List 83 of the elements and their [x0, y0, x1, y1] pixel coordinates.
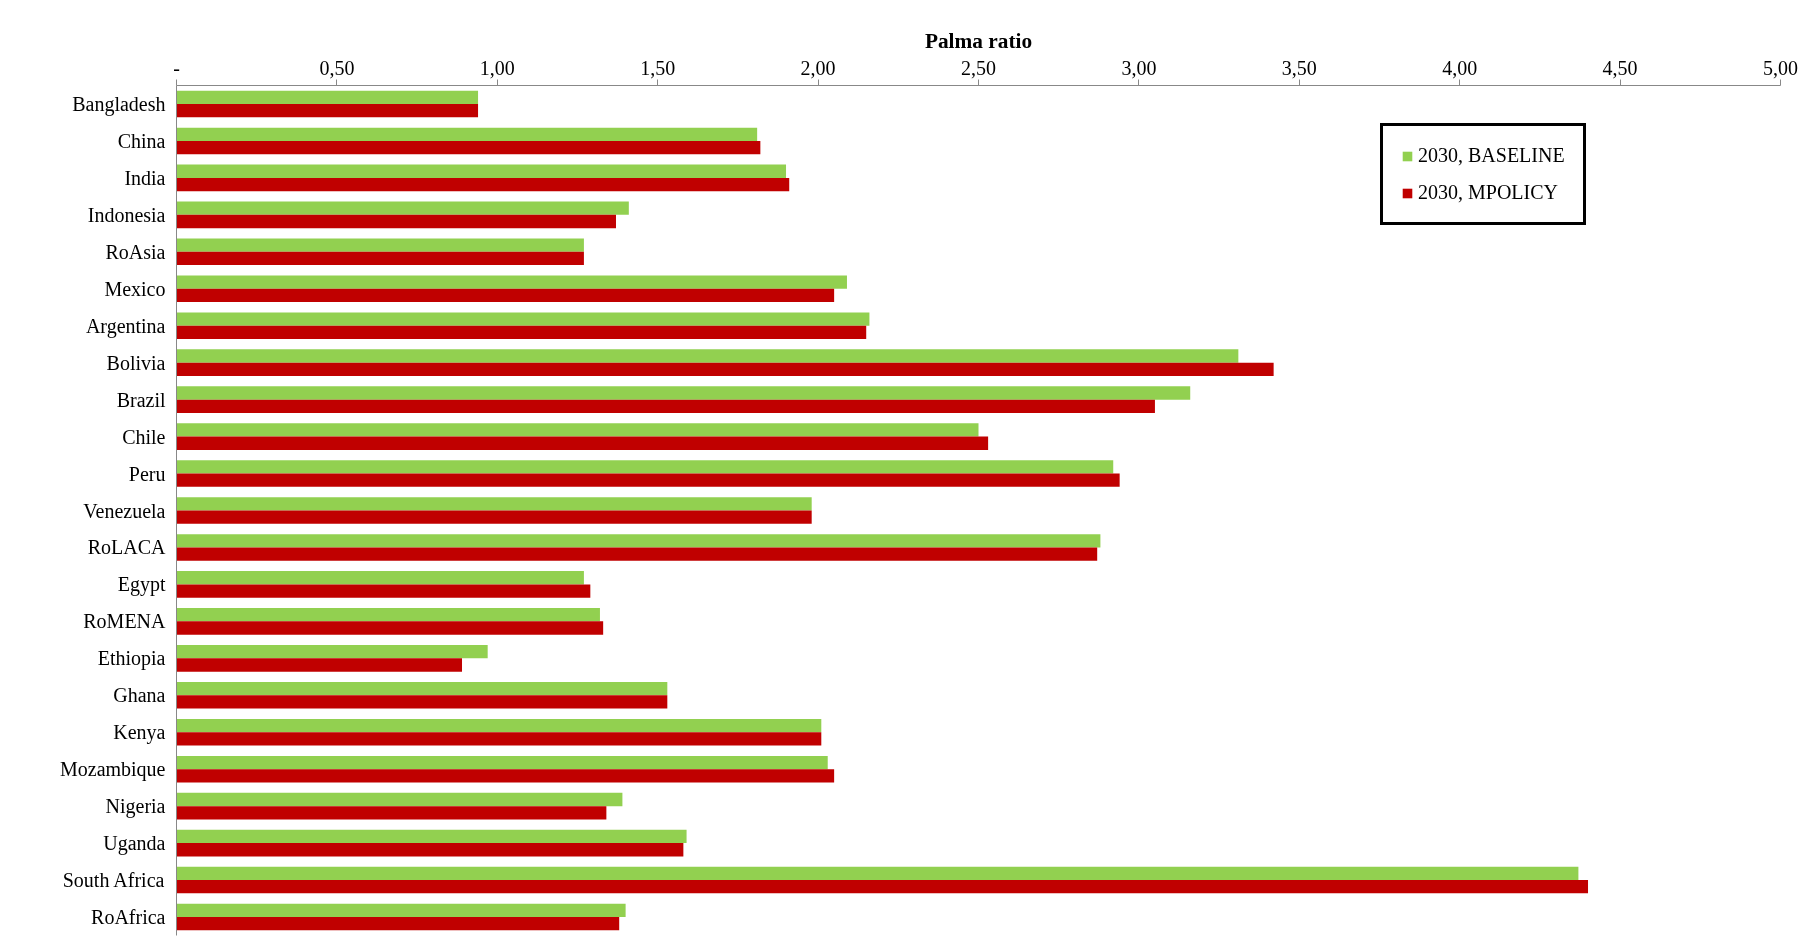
bar — [176, 399, 1155, 413]
x-tick-label: 0,50 — [319, 56, 355, 79]
y-tick-label: Indonesia — [87, 203, 166, 226]
y-tick-label: Nigeria — [105, 795, 166, 819]
bar — [176, 436, 989, 450]
bar — [176, 177, 790, 192]
y-tick-label: Uganda — [103, 832, 166, 856]
bar — [176, 718, 822, 733]
bar — [176, 288, 835, 303]
bar — [176, 460, 1114, 474]
y-tick-label: Ghana — [113, 684, 166, 707]
bar — [176, 547, 1098, 561]
bar — [176, 571, 584, 585]
y-tick-label: Egypt — [117, 573, 166, 597]
bar — [176, 806, 607, 820]
y-tick-label: China — [117, 129, 166, 152]
bar — [176, 755, 828, 770]
x-tick-label: - — [173, 56, 180, 79]
bar — [176, 201, 629, 215]
y-tick-label: Kenya — [113, 721, 166, 745]
bar — [176, 681, 668, 696]
bar — [176, 386, 1191, 400]
bar — [176, 769, 835, 783]
bar — [176, 645, 488, 659]
x-tick-label: 2,00 — [800, 56, 836, 79]
x-tick-label: 4,50 — [1602, 56, 1638, 79]
x-tick-label: 5,00 — [1763, 56, 1798, 79]
bar — [176, 658, 463, 672]
x-tick-label: 1,50 — [640, 56, 676, 79]
x-tick-label: 4,00 — [1442, 56, 1478, 79]
bar — [176, 214, 616, 229]
bar — [176, 608, 600, 622]
y-tick-label: Ethiopia — [97, 647, 166, 671]
bar — [176, 829, 687, 844]
bar — [176, 880, 1589, 894]
bar — [176, 497, 812, 511]
bar — [176, 866, 1579, 881]
bar — [176, 362, 1274, 376]
y-tick-label: RoLACA — [87, 536, 167, 559]
y-tick-label: Brazil — [116, 388, 166, 411]
bar — [176, 621, 604, 635]
bar — [176, 510, 812, 524]
bar — [176, 140, 761, 155]
x-tick-label: 2,50 — [961, 56, 996, 79]
bar — [176, 275, 847, 289]
y-tick-label: Bangladesh — [72, 92, 166, 116]
x-axis-title: Palma ratio — [924, 28, 1033, 53]
bar — [176, 473, 1120, 487]
y-tick-label: India — [124, 166, 166, 189]
bar — [176, 903, 626, 918]
bar — [176, 325, 867, 340]
y-tick-label: RoAfrica — [91, 906, 166, 929]
legend-label: 2030, MPOLICY — [1418, 181, 1559, 204]
bar — [176, 917, 620, 931]
bar — [176, 127, 758, 141]
bar — [176, 584, 591, 598]
y-tick-label: Mozambique — [59, 758, 166, 782]
bar — [176, 732, 822, 746]
y-tick-label: Peru — [128, 462, 166, 485]
y-tick-label: Bolivia — [106, 351, 166, 374]
legend-label: 2030, BASELINE — [1418, 144, 1565, 167]
x-tick-label: 1,00 — [479, 56, 515, 79]
y-tick-label: South Africa — [62, 869, 165, 892]
bar — [176, 238, 584, 252]
y-tick-label: Chile — [122, 425, 166, 448]
bar — [176, 90, 479, 104]
bar — [176, 695, 668, 709]
x-tick-label: 3,00 — [1121, 56, 1157, 79]
bar — [176, 164, 787, 178]
bar — [176, 251, 584, 266]
bar — [176, 843, 684, 857]
y-tick-label: RoAsia — [105, 240, 166, 263]
bar — [176, 534, 1101, 548]
bar — [176, 103, 479, 118]
y-tick-label: RoMENA — [83, 610, 167, 633]
y-tick-label: Argentina — [85, 314, 166, 338]
bar — [176, 312, 870, 326]
y-tick-label: Venezuela — [83, 499, 166, 522]
bar — [176, 423, 979, 437]
y-tick-label: Mexico — [104, 277, 166, 300]
bar — [176, 792, 623, 807]
bar — [176, 349, 1239, 363]
x-tick-label: 3,50 — [1281, 56, 1317, 79]
